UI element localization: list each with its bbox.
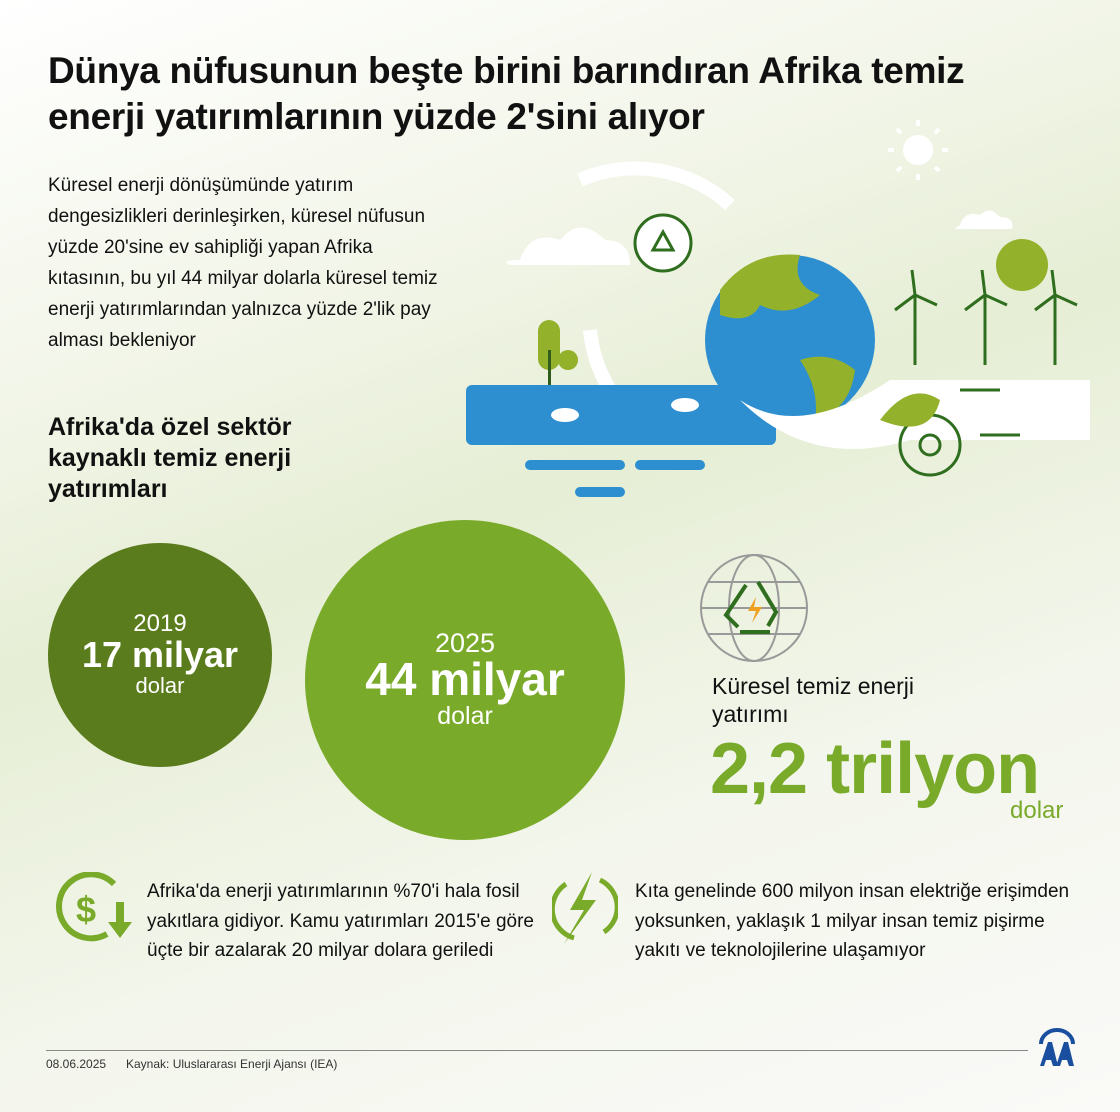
recycle-icon: [633, 213, 693, 273]
fact-fossil-investment: Afrika'da enerji yatırımlarının %70'i ha…: [147, 881, 534, 961]
investment-2019-circle: 2019 17 milyar dolar: [48, 543, 272, 767]
cycle-arrow: [577, 161, 735, 211]
leaf-badge-icon: [996, 239, 1048, 291]
global-investment-label: Küresel temiz enerji yatırımı: [712, 673, 914, 727]
year-label: 2025: [434, 627, 496, 658]
leaf-icon: [880, 393, 940, 427]
section-heading: Afrika'da özel sektör kaynaklı temiz ene…: [48, 413, 292, 503]
fact-electricity-access: Kıta genelinde 600 milyon insan elektriğ…: [635, 881, 1070, 961]
lightning-icon: [552, 872, 618, 944]
global-investment-unit: dolar: [1010, 797, 1064, 824]
dollar-down-icon: $: [56, 872, 132, 942]
footer-divider: [46, 1050, 1028, 1051]
svg-text:$: $: [76, 889, 96, 930]
amount-value: 17 milyar: [81, 634, 239, 675]
tree-icon: [538, 320, 578, 385]
footer-date: 08.06.2025: [46, 1057, 107, 1071]
fish-icon: [551, 398, 699, 422]
water: [466, 385, 776, 445]
unit-label: dolar: [135, 673, 185, 698]
amount-value: 44 milyar: [365, 652, 565, 705]
aa-logo: [1039, 1028, 1075, 1066]
sun-icon: [888, 120, 948, 180]
recycle-globe-icon: [700, 554, 808, 662]
global-investment-value: 2,2 trilyon: [710, 729, 1040, 809]
year-label: 2019: [133, 610, 187, 637]
cloud-icon: [506, 227, 630, 265]
cloud-icon: [954, 210, 1013, 229]
unit-label: dolar: [437, 701, 493, 730]
investment-2025-circle: 2025 44 milyar dolar: [305, 520, 625, 840]
intro-text: Küresel enerji dönüşümünde yatırım denge…: [48, 175, 438, 351]
clean-energy-illustration: [466, 120, 1090, 497]
footer-source: Kaynak: Uluslararası Enerji Ajansı (IEA): [126, 1057, 338, 1071]
page-title: Dünya nüfusunun beşte birini barındıran …: [48, 50, 965, 137]
wind-turbine-icon: [894, 269, 1078, 365]
